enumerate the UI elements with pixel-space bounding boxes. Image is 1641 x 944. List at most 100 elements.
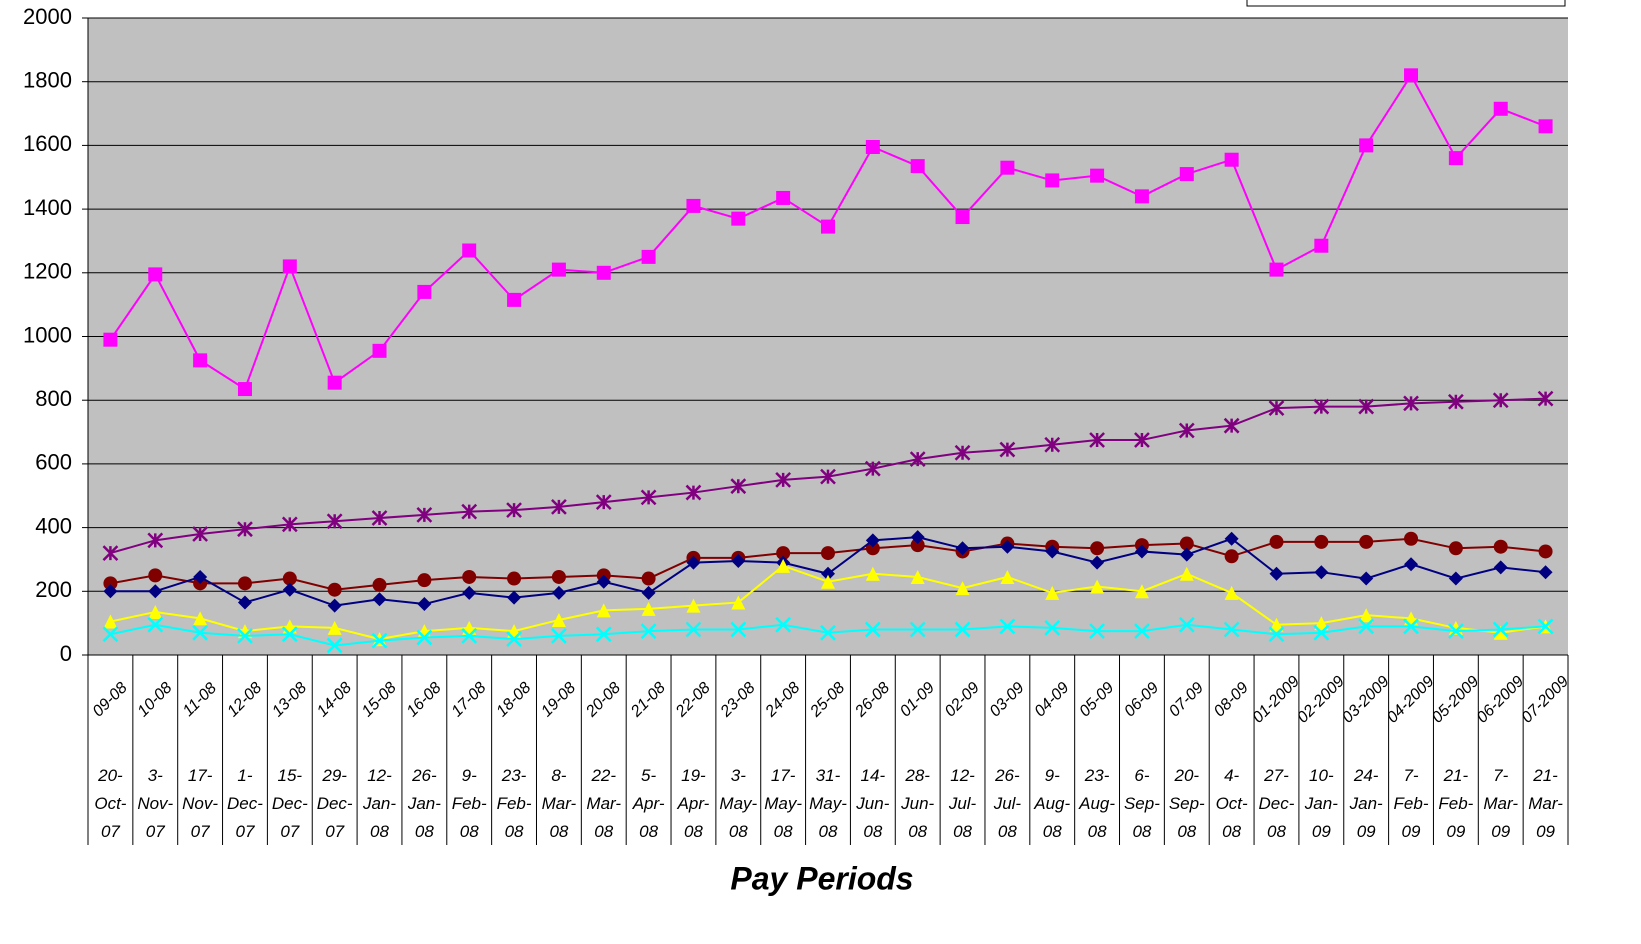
- date-label: 17-May-08: [764, 766, 803, 841]
- x-tick-label: 20-08: [582, 679, 624, 721]
- marker: [1090, 541, 1105, 556]
- marker: [1313, 398, 1330, 415]
- marker: [237, 521, 253, 538]
- x-tick-label: 16-08: [404, 679, 445, 720]
- y-tick-label: 0: [60, 641, 72, 666]
- marker: [1313, 624, 1330, 641]
- x-tick-label: 13-08: [269, 679, 310, 720]
- date-label-box: 28-Jun-08: [901, 766, 934, 841]
- date-label: 5-Apr-08: [632, 766, 665, 841]
- marker: [1448, 571, 1463, 586]
- x-tick-label: 06-09: [1121, 679, 1162, 720]
- y-tick-label: 400: [35, 513, 72, 538]
- date-label: 26-Jan-08: [407, 766, 441, 841]
- marker: [462, 243, 477, 258]
- marker: [955, 541, 970, 556]
- marker: [1403, 395, 1419, 412]
- marker: [372, 577, 387, 592]
- date-label-box: 3-May-08: [719, 766, 757, 841]
- date-label: 21-Feb-09: [1438, 766, 1474, 841]
- marker: [1269, 617, 1284, 632]
- marker: [1359, 571, 1374, 586]
- marker: [776, 190, 791, 205]
- marker: [193, 611, 208, 626]
- date-label-box: 26-Jan-08: [407, 766, 441, 841]
- date-label-box: 20-Sep-08: [1168, 766, 1205, 841]
- marker: [821, 566, 835, 581]
- marker: [1359, 534, 1374, 549]
- date-label-box: 4-Oct-08: [1215, 766, 1248, 841]
- date-label-box: 5-Apr-08: [632, 766, 665, 841]
- marker: [416, 629, 433, 646]
- marker: [1358, 398, 1375, 415]
- marker: [507, 571, 522, 586]
- marker: [327, 598, 342, 613]
- marker: [1224, 531, 1239, 546]
- marker: [371, 632, 388, 649]
- marker: [954, 444, 971, 461]
- marker: [1224, 585, 1239, 600]
- date-label: 14-Jun-08: [856, 766, 890, 841]
- marker: [1537, 618, 1554, 635]
- marker: [1404, 557, 1419, 572]
- marker: [551, 628, 567, 644]
- marker: [955, 210, 970, 225]
- x-tick-label: 10-08: [135, 679, 176, 720]
- date-label: 3-Nov-07: [137, 766, 174, 841]
- marker: [730, 478, 747, 495]
- marker: [416, 506, 433, 523]
- marker: [506, 502, 522, 518]
- marker: [821, 574, 835, 589]
- marker: [596, 574, 611, 589]
- date-label-box: 22-Mar-08: [586, 766, 621, 841]
- marker: [1223, 417, 1240, 434]
- y-tick-label: 1600: [23, 131, 72, 156]
- marker: [910, 159, 925, 174]
- marker: [1448, 151, 1463, 166]
- marker: [1314, 565, 1329, 580]
- marker: [282, 259, 297, 274]
- marker: [327, 375, 342, 390]
- date-label-box: 24-Jan-09: [1350, 766, 1383, 841]
- marker: [103, 576, 118, 591]
- date-label-box: 12-Jul-08: [949, 766, 976, 841]
- x-tick-label: 01-2009: [1250, 673, 1304, 727]
- date-label: 4-Oct-08: [1215, 766, 1248, 841]
- marker: [1269, 566, 1284, 581]
- date-label-box: 15-Dec-07: [272, 766, 308, 841]
- marker: [1179, 536, 1194, 551]
- marker: [326, 513, 343, 530]
- marker: [1404, 68, 1419, 83]
- date-label: 23-Feb-08: [496, 766, 532, 841]
- marker: [1314, 616, 1329, 631]
- date-label-box: 7-Feb-09: [1394, 766, 1429, 841]
- date-label-box: 17-May-08: [764, 766, 803, 841]
- date-label: 29-Dec-07: [316, 766, 353, 841]
- date-label: 9-Feb-08: [451, 766, 487, 841]
- marker: [1448, 541, 1463, 556]
- marker: [1538, 544, 1553, 559]
- marker: [417, 597, 432, 612]
- date-label-box: 3-Nov-07: [137, 766, 174, 841]
- marker: [865, 533, 880, 548]
- marker: [821, 219, 835, 234]
- marker: [955, 581, 970, 596]
- date-label-box: 17-Nov-07: [182, 766, 218, 841]
- marker: [731, 554, 746, 569]
- marker: [776, 558, 791, 573]
- marker: [103, 332, 118, 347]
- marker: [1134, 584, 1149, 599]
- date-label: 10-Jan-09: [1304, 766, 1338, 841]
- marker: [551, 499, 567, 515]
- y-tick-label: 200: [35, 577, 72, 602]
- marker: [1178, 422, 1195, 439]
- marker: [1358, 618, 1375, 635]
- legend-box: [1246, 0, 1566, 7]
- marker: [1090, 168, 1105, 183]
- date-label-box: 12-Jan-08: [363, 766, 396, 841]
- marker: [326, 637, 343, 654]
- date-label: 20-Sep-08: [1168, 766, 1205, 841]
- x-axis-title: Pay Periods: [730, 860, 913, 896]
- marker: [1269, 534, 1284, 549]
